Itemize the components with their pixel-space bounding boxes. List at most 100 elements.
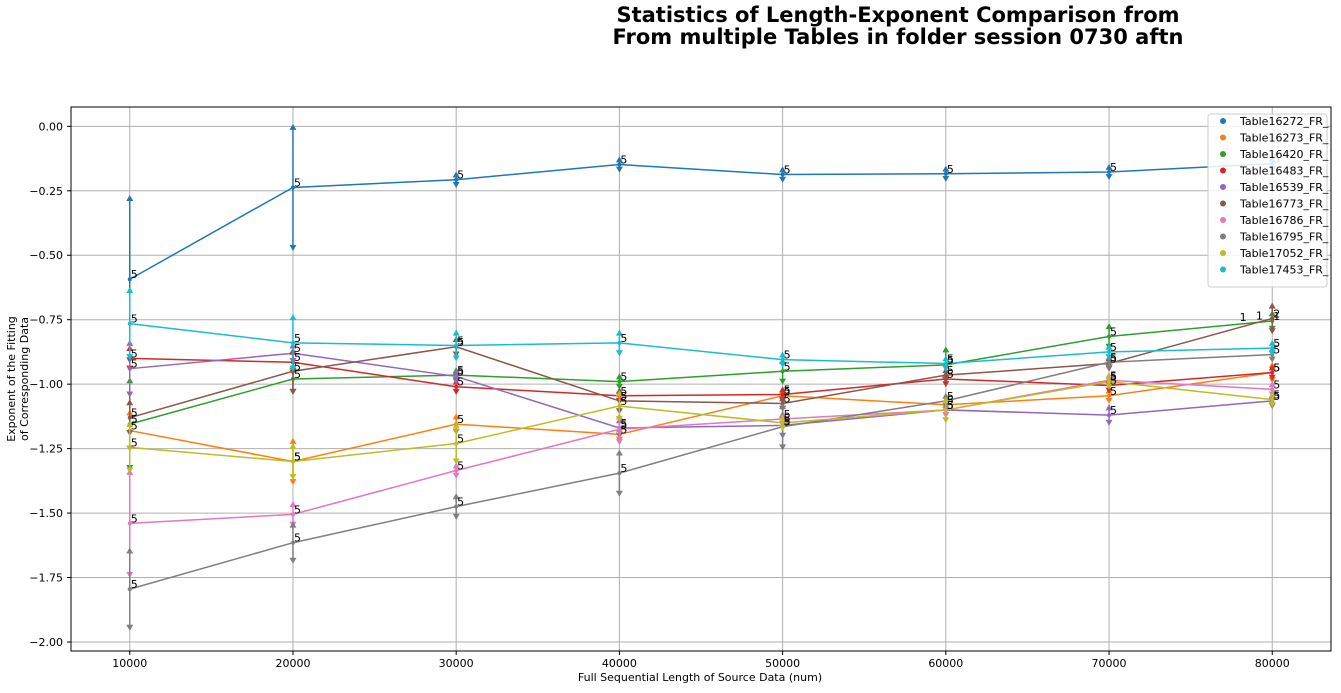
error-cap-up [779,414,787,421]
data-label: 5 [947,399,954,412]
data-label: 5 [620,418,627,431]
data-label: 5 [947,364,954,377]
data-point [454,441,459,446]
data-label: 5 [1273,362,1280,375]
error-cap-down [1268,401,1276,408]
data-label: 5 [947,368,954,381]
error-cap-up [452,368,460,375]
error-cap-up [126,195,134,202]
error-cap-up [779,351,787,358]
data-label: 5 [1110,369,1117,382]
data-label: 5 [131,413,138,426]
error-cap-up [126,287,134,294]
x-tick-label: 30000 [439,657,474,670]
error-cap-up [942,355,950,362]
error-cap-up [615,390,623,397]
error-cap-up [1268,381,1276,388]
data-label: 5 [131,436,138,449]
error-cap-down [1105,397,1113,404]
error-cap-down [1105,383,1113,390]
x-axis-label: Full Sequential Length of Source Data (n… [578,671,822,684]
y-tick-label: 0.00 [39,120,64,133]
error-cap-down [452,378,460,385]
chart-title-line-2: From multiple Tables in folder session 0… [613,25,1184,49]
data-point [290,459,295,464]
error-cap-down [126,467,134,474]
series-line-Table16539_FR_ [129,352,1273,429]
data-point [780,357,785,362]
y-tick-label: −1.75 [29,572,63,585]
data-label: 5 [131,268,138,281]
data-label: 5 [1110,385,1117,398]
error-cap-down [289,245,297,252]
error-cap-up [1268,302,1276,309]
legend-marker [1220,200,1226,207]
error-cap-down [615,166,623,173]
data-label: 5 [784,383,791,396]
data-label: 5 [784,360,791,373]
y-tick-label: −1.25 [29,443,63,456]
error-cap-up [942,392,950,399]
error-cap-down [289,557,297,564]
error-cap-down [779,444,787,451]
data-label: 5 [947,390,954,403]
grid-lines [71,107,1331,651]
data-label: 5 [1273,337,1280,350]
error-cap-up [289,437,297,444]
data-label: 5 [620,332,627,345]
series-line-Table16795_FR_ [129,353,1273,590]
data-label: 5 [784,414,791,427]
error-cap-up [1105,323,1113,330]
legend-entry: Table16773_FR_ [1239,198,1329,211]
data-point [780,420,785,425]
data-point [1107,379,1112,384]
error-cap-up [1268,364,1276,371]
series-line-Table16773_FR_ [129,317,1273,419]
data-label: 5 [784,416,791,429]
data-point [617,162,622,167]
y-axis-label-line-1: Exponent of the Fitting [5,316,18,442]
data-point [454,374,459,379]
series-line-Table16420_FR_ [129,320,1273,425]
error-cap-down [779,424,787,431]
error-cap-up [452,462,460,469]
data-point [454,468,459,473]
legend-marker [1220,266,1226,273]
data-point [1107,360,1112,365]
legend-entry: Table16420_FR_ [1239,148,1329,161]
data-label: 5 [620,395,627,408]
data-label: 5 [947,354,954,367]
data-label: 1 [1273,310,1280,323]
error-cap-down [942,365,950,372]
error-cap-up [289,123,297,130]
data-label: 5 [1110,353,1117,366]
data-label: 5 [131,578,138,591]
data-label: 5 [1110,404,1117,417]
data-label: 5 [620,385,627,398]
data-point [943,361,948,366]
x-tick-label: 60000 [928,657,963,670]
data-label: 5 [620,153,627,166]
error-cap-up [615,329,623,336]
error-cap-down [779,361,787,368]
legend-entry: Table16273_FR_ [1239,132,1329,145]
error-cap-up [289,521,297,528]
legend-entry: Table17453_FR_ [1239,264,1329,277]
error-cap-up [942,396,950,403]
data-label: 5 [457,496,464,509]
data-point [290,185,295,190]
data-point [127,445,132,450]
error-cap-down [615,415,623,422]
data-point [127,587,132,592]
data-label: 5 [131,420,138,433]
data-label: 5 [784,412,791,425]
series-line-Table17453_FR_ [129,322,1273,365]
data-point [1270,370,1275,375]
data-label: 5 [620,417,627,430]
y-tick-label: −2.00 [29,636,63,649]
data-label: 5 [457,376,464,389]
data-label: 5 [294,176,301,189]
data-point [127,521,132,526]
data-label: 5 [1110,161,1117,174]
error-cap-up [942,165,950,172]
